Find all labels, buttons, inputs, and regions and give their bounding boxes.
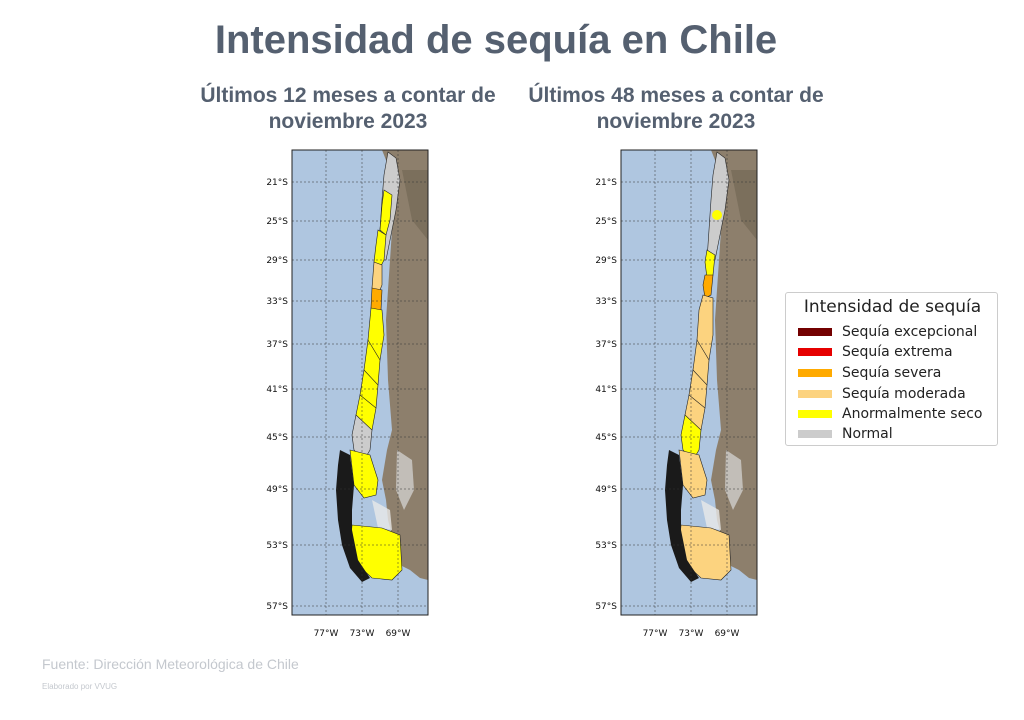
legend-swatch	[798, 430, 832, 438]
altiplano-land	[731, 170, 757, 240]
lat-label: 49°S	[266, 485, 288, 495]
lat-label: 25°S	[595, 217, 617, 227]
lat-label: 57°S	[266, 602, 288, 612]
lat-label: 41°S	[595, 385, 617, 395]
lat-label: 37°S	[266, 340, 288, 350]
lat-label: 53°S	[266, 541, 288, 551]
snow-patch	[725, 450, 743, 510]
lat-label: 41°S	[266, 385, 288, 395]
legend-label: Anormalmente seco	[842, 406, 983, 422]
lat-label: 29°S	[595, 256, 617, 266]
source-note: Fuente: Dirección Meteorológica de Chile	[42, 656, 299, 672]
lat-label: 45°S	[266, 433, 288, 443]
graticule	[621, 150, 757, 615]
lat-label: 37°S	[595, 340, 617, 350]
legend-item: Sequía extrema	[798, 343, 953, 361]
legend-item: Sequía moderada	[798, 385, 966, 403]
lon-label: 69°W	[715, 629, 740, 639]
subtitle-line-1: Últimos 12 meses a contar de	[200, 84, 496, 107]
legend-swatch	[798, 369, 832, 377]
lat-label: 45°S	[595, 433, 617, 443]
legend-label: Sequía moderada	[842, 386, 966, 402]
argentina-land	[382, 150, 428, 580]
map-frame	[620, 149, 758, 616]
legend-title: Intensidad de sequía	[803, 297, 982, 317]
lat-label: 29°S	[266, 256, 288, 266]
map-48-months: 21°S 25°S 29°S 33°S 37°S 41°S 45°S 49°S …	[595, 149, 791, 650]
lat-label: 33°S	[266, 297, 288, 307]
subtitle-line-2: noviembre 2023	[268, 110, 428, 133]
region-dry-spot	[712, 210, 722, 220]
map-48-months-subtitle: Últimos 48 meses a contar de noviembre 2…	[516, 83, 836, 135]
lon-label: 77°W	[314, 629, 339, 639]
map-12-months: 21°S 25°S 29°S 33°S 37°S 41°S 45°S 49°S …	[266, 149, 462, 650]
legend-label: Normal	[842, 426, 893, 442]
map-12-months-subtitle: Últimos 12 meses a contar de noviembre 2…	[188, 83, 508, 135]
lat-label: 21°S	[266, 178, 288, 188]
ice-field	[701, 500, 721, 530]
lat-label: 25°S	[266, 217, 288, 227]
legend-item: Normal	[798, 425, 893, 443]
ice-field	[372, 500, 392, 530]
altiplano-land	[402, 170, 428, 240]
region-normal-north	[706, 151, 730, 261]
legend-swatch	[798, 328, 832, 336]
legend-item: Sequía severa	[798, 364, 941, 382]
legend-swatch	[798, 410, 832, 418]
fjord-coastline	[665, 450, 699, 582]
subtitle-line-1: Últimos 48 meses a contar de	[528, 84, 824, 107]
lat-label: 49°S	[595, 485, 617, 495]
lat-label: 57°S	[595, 602, 617, 612]
subtitle-line-2: noviembre 2023	[596, 110, 756, 133]
map-frame	[291, 149, 429, 616]
credit-note: Elaborado por VVUG	[42, 682, 118, 691]
legend: Intensidad de sequía Sequía excepcional …	[785, 292, 998, 446]
fjord-coastline	[336, 450, 370, 582]
page-title: Intensidad de sequía en Chile	[214, 18, 778, 62]
legend-label: Sequía excepcional	[842, 324, 978, 340]
argentina-land	[711, 150, 757, 580]
legend-label: Sequía severa	[842, 365, 942, 381]
legend-swatch	[798, 390, 832, 398]
lon-label: 73°W	[350, 629, 375, 639]
lon-label: 69°W	[386, 629, 411, 639]
lon-label: 73°W	[679, 629, 704, 639]
lat-label: 53°S	[595, 541, 617, 551]
lat-label: 21°S	[595, 178, 617, 188]
legend-item: Anormalmente seco	[798, 405, 982, 423]
legend-item: Sequía excepcional	[798, 323, 977, 341]
legend-label: Sequía extrema	[842, 344, 953, 360]
graticule	[292, 150, 428, 615]
map-48-months-svg: 21°S 25°S 29°S 33°S 37°S 41°S 45°S 49°S …	[595, 149, 758, 639]
lat-label: 33°S	[595, 297, 617, 307]
snow-patch	[396, 450, 414, 510]
legend-swatch	[798, 348, 832, 356]
map-12-months-svg: 21°S 25°S 29°S 33°S 37°S 41°S 45°S 49°S …	[266, 149, 429, 639]
lon-label: 77°W	[643, 629, 668, 639]
